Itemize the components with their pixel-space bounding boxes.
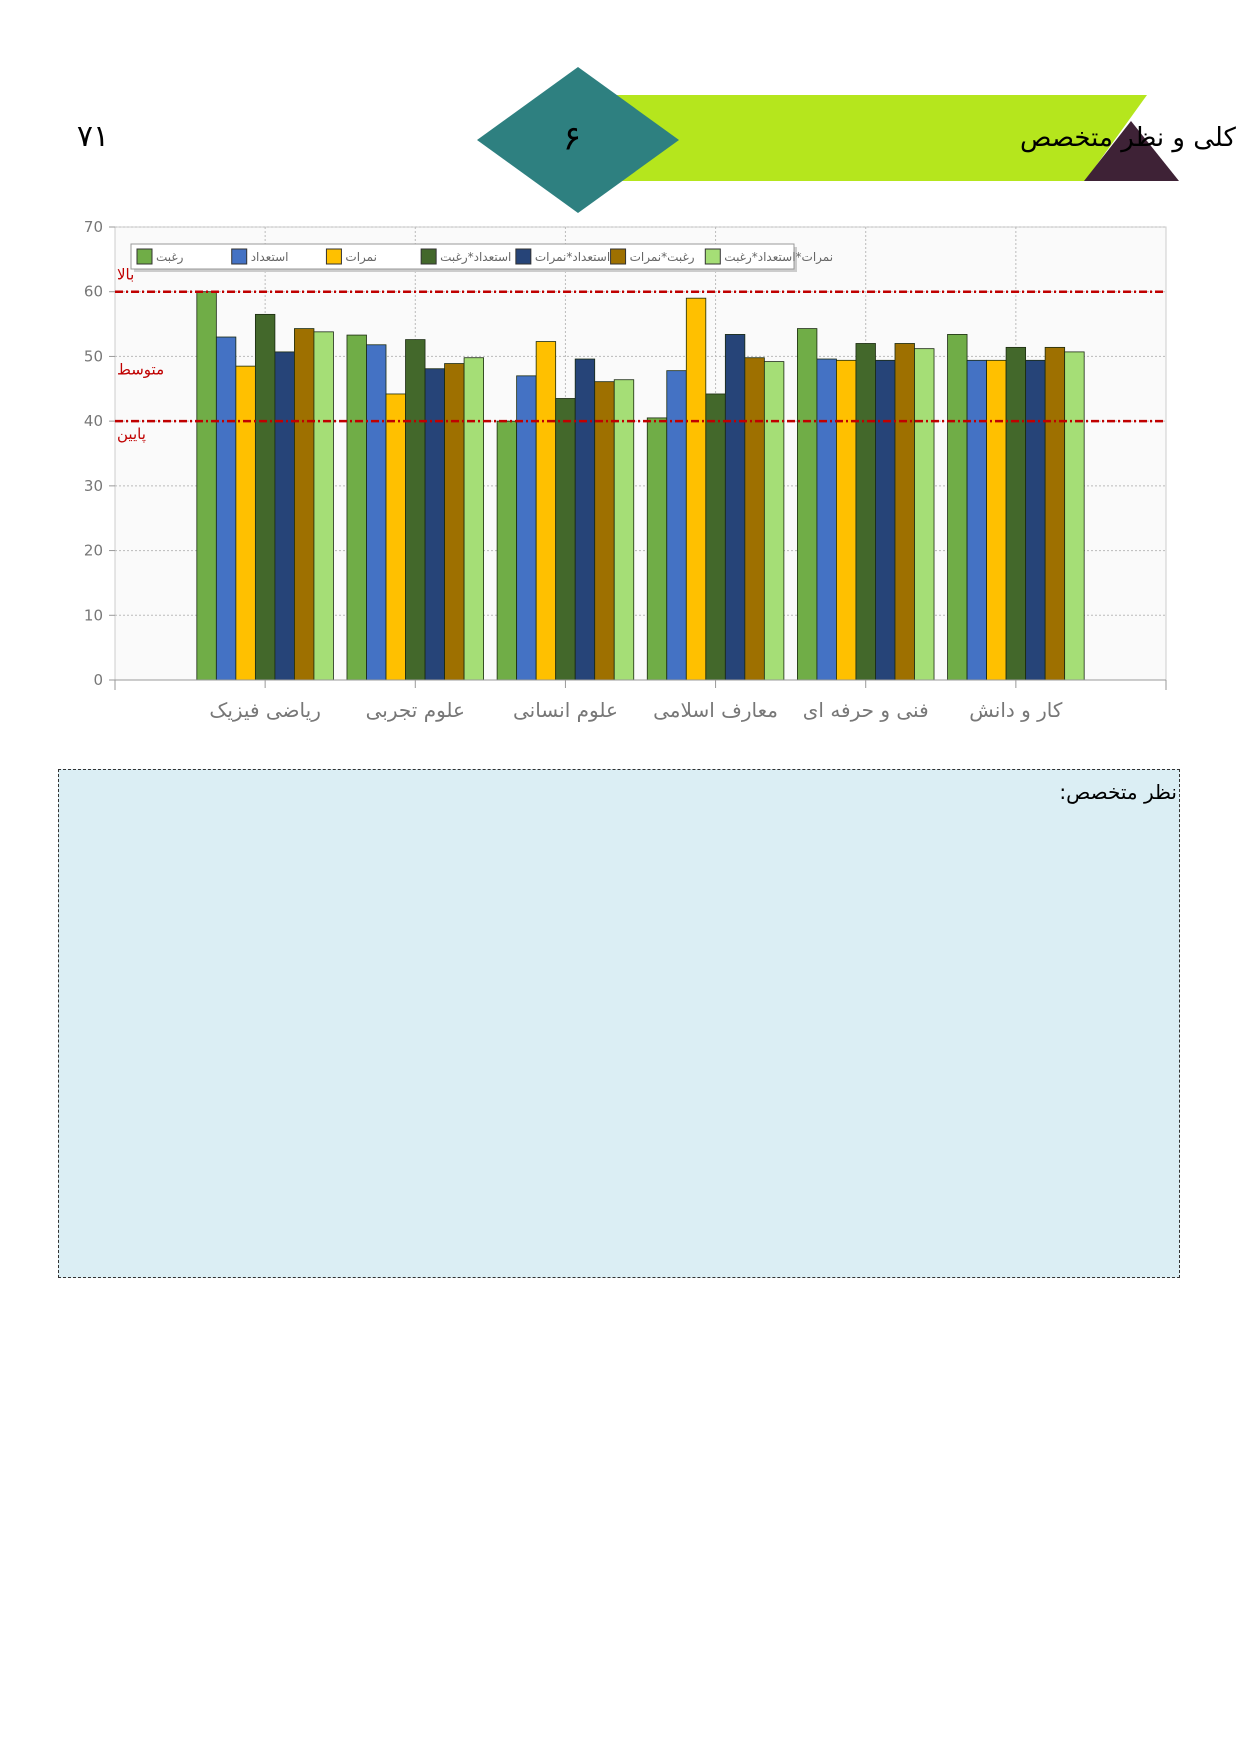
bar <box>424 368 445 681</box>
bar <box>986 359 1007 681</box>
bar <box>555 398 576 681</box>
y-tick-label: 30 <box>84 477 103 495</box>
bar <box>705 393 726 681</box>
bar <box>196 291 217 681</box>
bar <box>1025 359 1046 681</box>
bar <box>855 343 876 681</box>
section-number: ۶ <box>563 119 581 159</box>
chart: 0 10 20 30 40 50 60 70 ریاضی فیزیک علوم تجربی علوم… <box>84 218 1167 722</box>
bar <box>646 417 668 681</box>
legend-label: رغبت*نمرات <box>630 250 695 265</box>
bar <box>763 361 785 681</box>
bar <box>594 381 615 681</box>
bar <box>1064 351 1085 681</box>
legend-label: رغبت <box>156 250 184 265</box>
bar <box>914 348 935 681</box>
bar <box>966 359 987 681</box>
legend-swatch <box>515 248 532 265</box>
bar <box>294 328 315 681</box>
legend-label: نمرات*استعداد*رغبت <box>724 250 833 265</box>
y-tick-label: 50 <box>84 347 103 365</box>
legend-label: استعداد*نمرات <box>535 250 610 265</box>
bar <box>947 334 968 681</box>
bar <box>235 365 256 681</box>
bar <box>444 363 465 681</box>
legend-label: نمرات <box>345 250 377 265</box>
bar <box>613 379 635 681</box>
legend-swatch <box>704 248 721 265</box>
x-tick-label: فنی و حرفه ای <box>803 698 929 722</box>
bar <box>1044 346 1066 681</box>
bar <box>1005 346 1027 681</box>
legend-swatch <box>325 248 342 265</box>
bar <box>366 344 387 681</box>
bar <box>894 343 915 681</box>
bar <box>385 393 406 681</box>
y-tick-label: 40 <box>84 412 103 430</box>
bar <box>405 339 426 681</box>
x-tick-label: علوم تجربی <box>366 698 465 722</box>
bar <box>724 334 746 681</box>
section-diamond <box>477 67 679 213</box>
bar <box>463 357 485 681</box>
bar <box>535 341 557 681</box>
x-tick-label: علوم انسانی <box>513 698 618 722</box>
bar <box>496 420 518 681</box>
bar <box>254 313 276 681</box>
bar <box>274 351 295 681</box>
bar <box>796 328 818 681</box>
y-tick-label: 0 <box>93 671 103 689</box>
bar <box>744 357 765 681</box>
y-tick-label: 60 <box>84 283 103 301</box>
legend-label: استعداد <box>251 250 289 264</box>
bar <box>816 358 837 681</box>
page-number: ۷۱ <box>77 119 109 154</box>
bar <box>574 358 596 681</box>
title-banner <box>604 95 1147 181</box>
legend-swatch <box>231 248 248 265</box>
bar <box>215 336 237 681</box>
bar <box>685 297 707 681</box>
section-title: نیمرخ کلی و نظر متخصص <box>1020 123 1241 153</box>
x-tick-label: کار و دانش <box>969 698 1063 722</box>
reference-label: متوسط <box>117 360 164 378</box>
legend-swatch <box>610 248 627 265</box>
bar <box>346 334 367 681</box>
bar <box>666 370 687 681</box>
bar <box>836 359 857 681</box>
note-label: نظر متخصص: <box>1059 780 1177 804</box>
y-tick-label: 20 <box>84 542 103 560</box>
corner-triangle <box>1084 121 1179 181</box>
y-tick-label: 70 <box>84 218 103 236</box>
legend-swatch <box>420 248 437 265</box>
legend-swatch <box>136 248 153 265</box>
x-tick-label: ریاضی فیزیک <box>209 698 320 722</box>
bar <box>313 331 334 681</box>
legend-label: استعداد*رغبت <box>440 250 511 265</box>
bar <box>875 359 896 681</box>
note-box: نظر متخصص: <box>58 769 1180 1278</box>
y-tick-label: 10 <box>84 606 103 624</box>
reference-label: پایین <box>117 425 146 444</box>
reference-label: بالا <box>117 266 134 284</box>
x-tick-label: معارف اسلامی <box>653 698 778 722</box>
